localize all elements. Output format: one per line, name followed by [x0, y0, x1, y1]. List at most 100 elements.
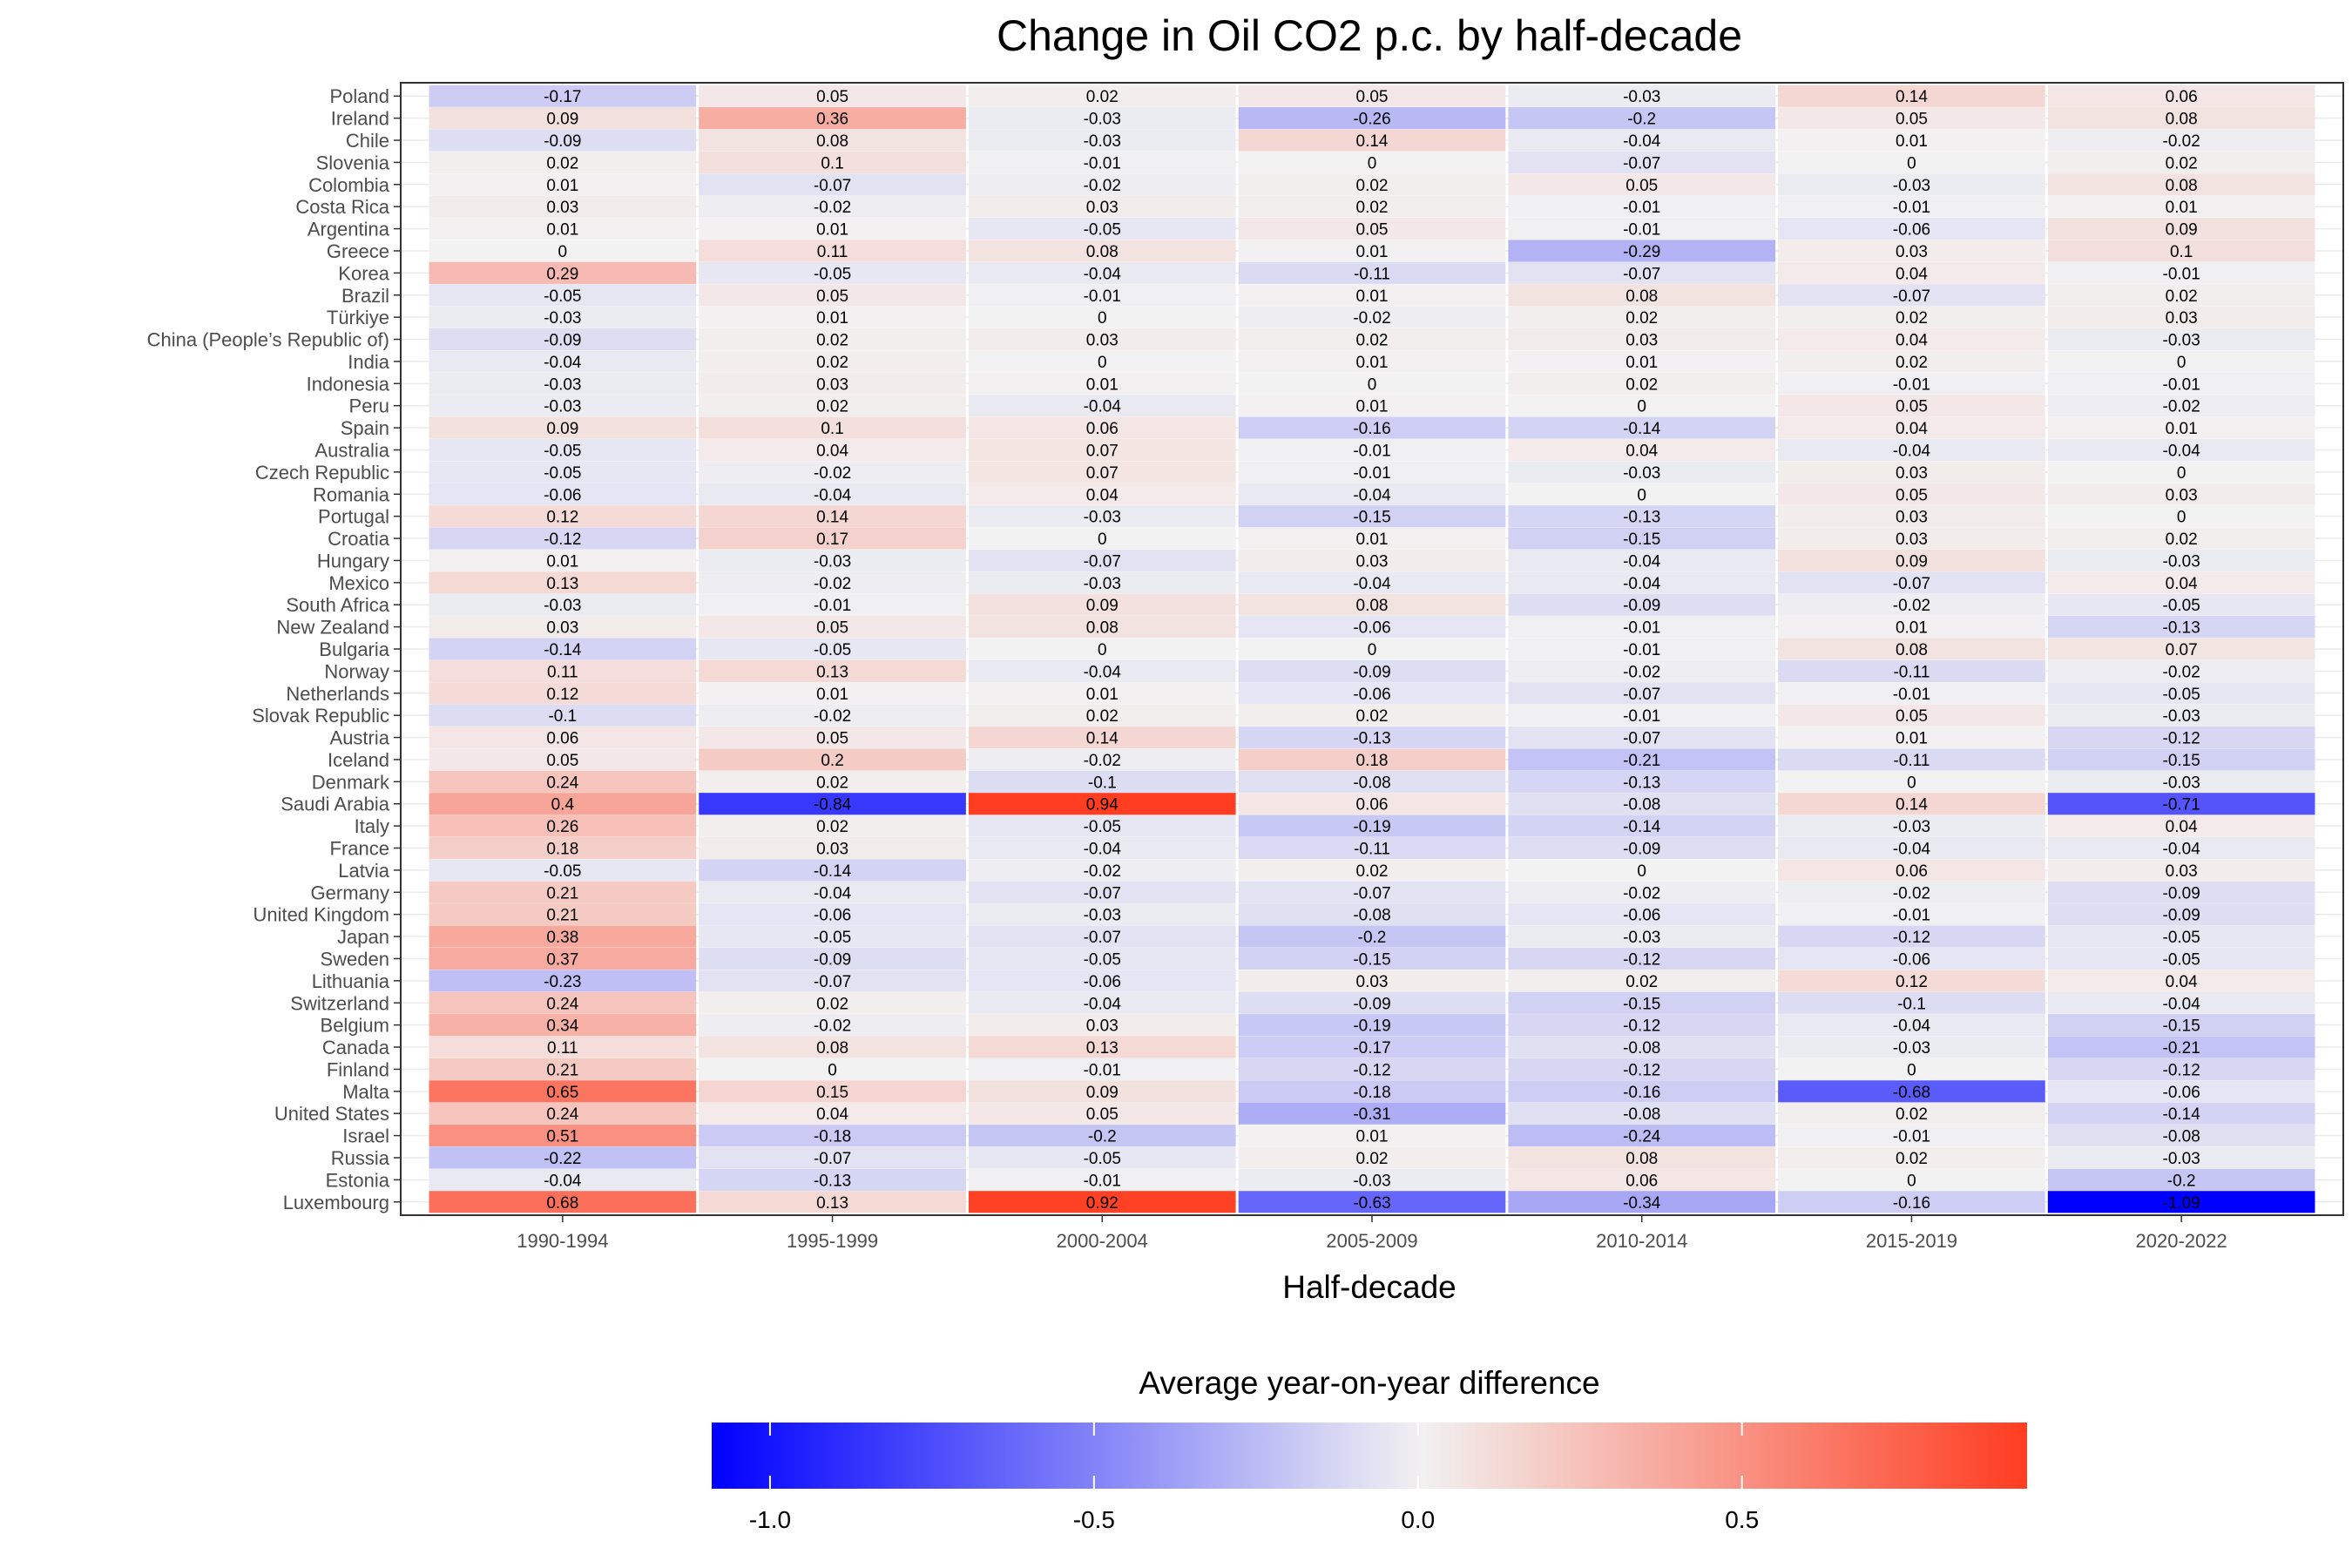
heatmap-cell-malta-2015-2019 — [1778, 1080, 2045, 1103]
heatmap-cell-south-africa-1995-1999 — [699, 593, 966, 616]
cell-label-slovenia-1990-1994: 0.02 — [546, 154, 578, 172]
x-tick-label-1990-1994: 1990-1994 — [517, 1230, 608, 1252]
x-tick-label-2000-2004: 2000-2004 — [1057, 1230, 1148, 1252]
heatmap-cell-czech-republic-2015-2019 — [1778, 461, 2045, 483]
cell-label-malta-2010-2014: -0.16 — [1623, 1084, 1660, 1102]
cell-label-lithuania-1990-1994: -0.23 — [544, 973, 581, 991]
cell-label-finland-2005-2009: -0.12 — [1353, 1061, 1390, 1079]
heatmap-cell-t-rkiye-1995-1999 — [699, 306, 966, 328]
cell-label-sweden-2005-2009: -0.15 — [1353, 950, 1390, 969]
cell-label-israel-2010-2014: -0.24 — [1623, 1128, 1661, 1146]
y-tick-label-sweden: Sweden — [320, 948, 389, 970]
heatmap-cell-new-zealand-2015-2019 — [1778, 616, 2045, 639]
heatmap-cell-israel-2010-2014 — [1508, 1125, 1776, 1147]
cell-label-italy-2005-2009: -0.19 — [1353, 818, 1390, 836]
cell-label-hungary-1995-1999: -0.03 — [814, 552, 851, 571]
heatmap-cell-poland-2005-2009 — [1238, 84, 1506, 107]
cell-label-iceland-1995-1999: 0.2 — [821, 752, 843, 770]
cell-label-malta-1990-1994: 0.65 — [546, 1084, 578, 1102]
y-tick-label-mexico: Mexico — [328, 572, 389, 594]
cell-label-japan-2010-2014: -0.03 — [1623, 929, 1660, 947]
cell-label-luxembourg-2000-2004: 0.92 — [1086, 1194, 1119, 1213]
heatmap-cell-peru-2005-2009 — [1238, 395, 1506, 417]
cell-label-china-people-s-republic-of-2015-2019: 0.04 — [1896, 332, 1928, 350]
cell-label-korea-2015-2019: 0.04 — [1896, 265, 1928, 283]
heatmap-cell-mexico-1995-1999 — [699, 571, 966, 594]
cell-label-iceland-2010-2014: -0.21 — [1623, 752, 1660, 770]
cell-label-spain-2020-2022: 0.01 — [2166, 420, 2198, 438]
heatmap-cell-china-people-s-republic-of-1995-1999 — [699, 328, 966, 351]
heatmap-cell-czech-republic-2020-2022 — [2047, 461, 2315, 483]
heatmap-cell-italy-1995-1999 — [699, 814, 966, 837]
cell-label-finland-2015-2019: 0 — [1907, 1061, 1916, 1079]
cell-label-israel-1995-1999: -0.18 — [814, 1128, 851, 1146]
cell-label-china-people-s-republic-of-1995-1999: 0.02 — [816, 332, 848, 350]
heatmap-cell-netherlands-2005-2009 — [1238, 682, 1506, 705]
cell-label-netherlands-2020-2022: -0.05 — [2163, 686, 2200, 704]
cell-label-portugal-2005-2009: -0.15 — [1353, 509, 1390, 527]
heatmap-cell-brazil-2015-2019 — [1778, 284, 2045, 307]
heatmap-cell-lithuania-1990-1994 — [429, 970, 697, 992]
cell-label-slovenia-2020-2022: 0.02 — [2166, 154, 2198, 172]
cell-label-canada-2015-2019: -0.03 — [1893, 1039, 1930, 1058]
heatmap-cell-germany-2020-2022 — [2047, 881, 2315, 903]
cell-label-austria-1990-1994: 0.06 — [546, 730, 578, 748]
heatmap-cell-south-africa-2015-2019 — [1778, 593, 2045, 616]
heatmap-cell-switzerland-2010-2014 — [1508, 991, 1776, 1014]
cell-label-lithuania-2010-2014: 0.02 — [1625, 973, 1658, 991]
cell-label-indonesia-2010-2014: 0.02 — [1625, 375, 1658, 394]
heatmap-cell-belgium-1990-1994 — [429, 1014, 697, 1037]
heatmap-cell-greece-1995-1999 — [699, 240, 966, 262]
heatmap-cell-norway-2020-2022 — [2047, 659, 2315, 682]
cell-label-malta-1995-1999: 0.15 — [816, 1084, 848, 1102]
cell-label-russia-1990-1994: -0.22 — [544, 1150, 581, 1168]
heatmap-cell-mexico-2000-2004 — [968, 571, 1236, 594]
cell-label-norway-2020-2022: -0.02 — [2163, 663, 2200, 681]
heatmap-cell-sweden-2020-2022 — [2047, 947, 2315, 970]
cell-label-mexico-1995-1999: -0.02 — [814, 575, 851, 593]
cell-label-ireland-2000-2004: -0.03 — [1084, 111, 1121, 129]
heatmap-cell-australia-2020-2022 — [2047, 438, 2315, 462]
heatmap-cell-new-zealand-1990-1994 — [429, 616, 697, 639]
heatmap-cell-poland-2015-2019 — [1778, 84, 2045, 107]
cell-label-korea-1995-1999: -0.05 — [814, 265, 851, 283]
cell-label-denmark-2010-2014: -0.13 — [1623, 774, 1660, 792]
cell-label-indonesia-2005-2009: 0 — [1368, 375, 1377, 394]
cell-label-italy-1990-1994: 0.26 — [546, 818, 578, 836]
cell-label-slovak-republic-2020-2022: -0.03 — [2163, 707, 2200, 726]
y-tick-label-united-kingdom: United Kingdom — [253, 904, 389, 926]
legend-tick-label: 0.0 — [1401, 1506, 1435, 1533]
cell-label-saudi-arabia-2005-2009: 0.06 — [1356, 796, 1389, 814]
heatmap-cell-lithuania-2020-2022 — [2047, 970, 2315, 992]
heatmap-cell-russia-2010-2014 — [1508, 1146, 1776, 1169]
heatmap-cell-germany-2010-2014 — [1508, 881, 1776, 903]
y-tick-label-slovenia: Slovenia — [316, 152, 390, 173]
cell-label-saudi-arabia-1995-1999: -0.84 — [814, 796, 852, 814]
cell-label-saudi-arabia-2000-2004: 0.94 — [1086, 796, 1119, 814]
cell-label-france-2015-2019: -0.04 — [1893, 841, 1931, 859]
heatmap-cell-colombia-1995-1999 — [699, 173, 966, 196]
y-tick-label-ireland: Ireland — [331, 108, 389, 130]
heatmap-cell-greece-2020-2022 — [2047, 240, 2315, 262]
cell-label-costa-rica-1995-1999: -0.02 — [814, 199, 851, 217]
cell-label-croatia-1990-1994: -0.12 — [544, 531, 581, 549]
heatmap-cell-croatia-2005-2009 — [1238, 527, 1506, 550]
heatmap-cell-slovak-republic-2000-2004 — [968, 704, 1236, 727]
cell-label-argentina-2005-2009: 0.05 — [1356, 221, 1389, 240]
heatmap-cell-portugal-2010-2014 — [1508, 505, 1776, 528]
cell-label-denmark-2000-2004: -0.1 — [1088, 774, 1117, 792]
cell-label-finland-2000-2004: -0.01 — [1084, 1061, 1121, 1079]
cell-label-romania-1990-1994: -0.06 — [544, 486, 581, 504]
cell-label-poland-2020-2022: 0.06 — [2166, 88, 2198, 106]
y-tick-label-czech-republic: Czech Republic — [255, 462, 389, 483]
heatmap-cell-italy-2005-2009 — [1238, 814, 1506, 837]
cell-label-latvia-2010-2014: 0 — [1637, 862, 1646, 881]
cell-label-iceland-2020-2022: -0.15 — [2163, 752, 2200, 770]
y-tick-label-slovak-republic: Slovak Republic — [252, 705, 389, 727]
cell-label-austria-2020-2022: -0.12 — [2163, 730, 2200, 748]
cell-label-indonesia-2020-2022: -0.01 — [2163, 375, 2200, 394]
y-tick-label-spain: Spain — [341, 417, 389, 439]
heatmap-cell-iceland-2005-2009 — [1238, 748, 1506, 771]
cell-label-south-africa-2020-2022: -0.05 — [2163, 597, 2200, 615]
heatmap-cell-argentina-2010-2014 — [1508, 218, 1776, 240]
